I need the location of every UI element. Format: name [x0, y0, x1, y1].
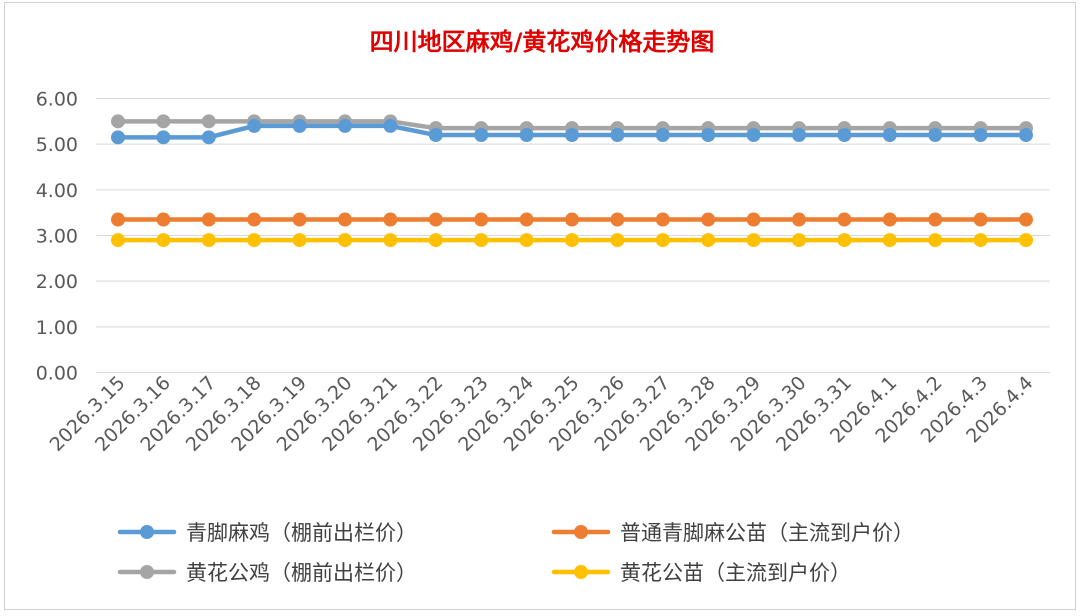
data-point [338, 118, 352, 133]
data-point [655, 212, 670, 227]
data-point [111, 130, 125, 145]
data-point [519, 212, 534, 227]
data-point [292, 212, 307, 227]
legend-marker [140, 525, 154, 539]
x-axis-ticks: 2026.3.152026.3.162026.3.172026.3.182026… [46, 372, 1038, 456]
data-point [928, 128, 943, 143]
data-point [973, 212, 988, 227]
data-point [156, 212, 171, 227]
data-point [292, 233, 307, 248]
legend-label: 黄花公苗（主流到户价） [620, 561, 851, 585]
data-point [383, 118, 398, 133]
data-point [792, 128, 806, 143]
data-point [156, 233, 171, 248]
y-tick-label: 5.00 [36, 134, 78, 156]
data-point [111, 233, 125, 248]
data-point [338, 233, 352, 248]
data-point [746, 128, 761, 143]
legend-label: 青脚麻鸡（棚前出栏价） [186, 521, 417, 545]
data-point [428, 128, 443, 143]
data-point [247, 118, 262, 133]
y-tick-label: 6.00 [36, 89, 78, 111]
data-point [701, 212, 716, 227]
data-point [610, 128, 625, 143]
gridlines [96, 98, 1050, 373]
legend-label: 黄花公鸡（棚前出栏价） [186, 561, 417, 585]
legend-marker [574, 525, 588, 539]
data-point [655, 128, 670, 143]
data-point [428, 233, 443, 248]
data-point [156, 130, 171, 145]
data-point [565, 233, 579, 248]
data-point [746, 212, 761, 227]
data-point [655, 233, 670, 248]
data-point [474, 233, 489, 248]
data-point [610, 212, 625, 227]
data-point [928, 233, 943, 248]
chart-title: 四川地区麻鸡/黄花鸡价格走势图 [370, 28, 715, 56]
data-point [610, 233, 625, 248]
data-point [247, 233, 262, 248]
data-point [474, 212, 489, 227]
data-point [837, 233, 852, 248]
data-point [882, 233, 897, 248]
data-point [882, 128, 897, 143]
data-point [474, 128, 489, 143]
data-point [292, 118, 307, 133]
data-point [201, 233, 216, 248]
data-point [156, 114, 171, 129]
data-point [201, 114, 216, 129]
data-point [428, 212, 443, 227]
y-tick-label: 2.00 [36, 271, 78, 293]
y-tick-label: 0.00 [36, 363, 78, 385]
data-point [792, 212, 806, 227]
data-point [701, 233, 716, 248]
data-point [701, 128, 716, 143]
y-tick-label: 1.00 [36, 317, 78, 339]
data-point [338, 212, 352, 227]
data-point [111, 114, 125, 129]
data-point [383, 233, 398, 248]
data-point [519, 233, 534, 248]
data-point [746, 233, 761, 248]
y-axis-ticks: 0.00 1.00 2.00 3.00 4.00 5.00 6.00 [36, 89, 78, 385]
data-point [565, 128, 579, 143]
data-point [837, 128, 852, 143]
data-point [973, 128, 988, 143]
data-point [792, 233, 806, 248]
legend-marker [140, 565, 154, 579]
y-tick-label: 4.00 [36, 180, 78, 202]
data-point [111, 212, 125, 227]
data-point [1019, 128, 1033, 143]
data-point [247, 212, 262, 227]
data-point [201, 212, 216, 227]
y-tick-label: 3.00 [36, 226, 78, 248]
data-point [565, 212, 579, 227]
data-point [928, 212, 943, 227]
chart-frame [4, 2, 1076, 610]
series-group [111, 114, 1033, 248]
data-point [383, 212, 398, 227]
data-point [837, 212, 852, 227]
legend-marker [574, 565, 588, 579]
data-point [519, 128, 534, 143]
legend-label: 普通青脚麻公苗（主流到户价） [620, 521, 914, 545]
data-point [201, 130, 216, 145]
data-point [882, 212, 897, 227]
data-point [1019, 212, 1033, 227]
data-point [1019, 233, 1033, 248]
legend: 青脚麻鸡（棚前出栏价） 普通青脚麻公苗（主流到户价） 黄花公鸡（棚前出栏价） 黄花公苗… [117, 521, 914, 585]
data-point [973, 233, 988, 248]
